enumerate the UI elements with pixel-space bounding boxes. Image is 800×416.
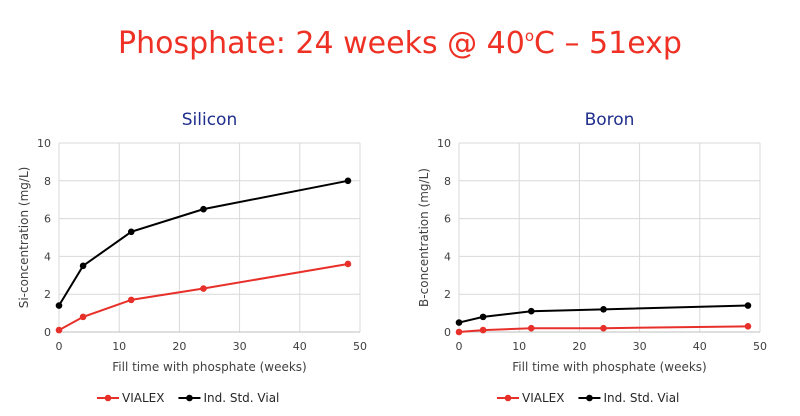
y-tick-label: 10	[437, 137, 451, 150]
data-point	[744, 323, 752, 330]
legend-marker	[104, 394, 112, 402]
x-tick-label: 30	[233, 340, 247, 353]
boron-chart: Boron 0 2 4 6 8 10 0 10 20 30 40 50 Fill time with ph…	[417, 110, 767, 405]
x-tick-label: 0	[456, 340, 463, 353]
data-point	[455, 319, 463, 326]
data-point	[600, 324, 607, 332]
silicon-chart: Silicon 0 2 4 6 8 10 0 10 20 30 40 50 Fill time with …	[17, 110, 367, 405]
x-tick-label: 20	[572, 340, 586, 353]
data-point	[200, 285, 207, 292]
legend: VIALEX Ind. Std. Vial	[97, 391, 279, 405]
x-axis-label: Fill time with phosphate (weeks)	[512, 360, 706, 374]
data-point	[600, 306, 607, 313]
data-point	[344, 260, 352, 268]
y-tick-label: 2	[444, 288, 451, 301]
x-axis-label: Fill time with phosphate (weeks)	[112, 360, 306, 374]
data-point	[127, 296, 135, 304]
data-point	[79, 313, 87, 321]
legend-marker	[586, 394, 593, 402]
data-point	[200, 205, 207, 213]
legend-label: VIALEX	[522, 391, 564, 405]
y-tick-label: 4	[444, 250, 451, 263]
x-tick-label: 20	[172, 340, 186, 353]
y-tick-label: 0	[444, 326, 451, 339]
series-line	[58, 262, 349, 331]
data-point	[55, 302, 63, 309]
y-axis-label: Si-concentration (mg/L)	[17, 167, 31, 309]
x-tick-label: 40	[693, 340, 707, 353]
y-tick-label: 8	[44, 175, 51, 188]
data-point	[527, 307, 535, 315]
legend-label: VIALEX	[122, 391, 164, 405]
y-tick-label: 6	[444, 213, 451, 226]
legend-marker	[504, 394, 512, 402]
data-point	[744, 302, 752, 309]
y-tick-label: 10	[37, 137, 51, 150]
legend-label: Ind. Std. Vial	[203, 391, 279, 405]
y-tick-label: 8	[444, 175, 451, 188]
x-tick-label: 50	[353, 340, 367, 353]
y-axis-label: B-concentration (mg/L)	[417, 168, 431, 307]
y-tick-label: 4	[44, 250, 51, 263]
page-title-suffix: C – 51exp	[534, 26, 682, 61]
data-point	[479, 313, 487, 321]
page-title-prefix: Phosphate: 24 weeks @ 40	[118, 26, 525, 61]
legend-marker	[186, 394, 193, 402]
series-1	[455, 302, 752, 326]
series-0	[455, 323, 752, 336]
legend-label: Ind. Std. Vial	[603, 391, 679, 405]
series-0	[55, 260, 352, 334]
y-tick-label: 6	[44, 213, 51, 226]
chart-title: Silicon	[182, 110, 237, 130]
x-tick-label: 40	[293, 340, 307, 353]
x-tick-label: 50	[753, 340, 767, 353]
data-point	[479, 326, 487, 334]
chart-title: Boron	[585, 110, 635, 130]
x-tick-label: 0	[56, 340, 63, 353]
page-title-superscript: o	[524, 27, 535, 45]
x-tick-label: 10	[112, 340, 126, 353]
data-point	[79, 262, 87, 270]
data-point	[344, 177, 352, 185]
data-point	[127, 228, 135, 236]
data-point	[55, 326, 63, 334]
data-point	[527, 324, 535, 332]
y-tick-label: 0	[44, 326, 51, 339]
x-tick-label: 10	[512, 340, 526, 353]
page-title: Phosphate: 24 weeks @ 40oC – 51exp	[0, 26, 800, 61]
y-tick-label: 2	[44, 288, 51, 301]
series-1	[55, 177, 352, 309]
legend: VIALEX Ind. Std. Vial	[497, 391, 679, 405]
x-tick-label: 30	[633, 340, 647, 353]
data-point	[455, 328, 463, 336]
